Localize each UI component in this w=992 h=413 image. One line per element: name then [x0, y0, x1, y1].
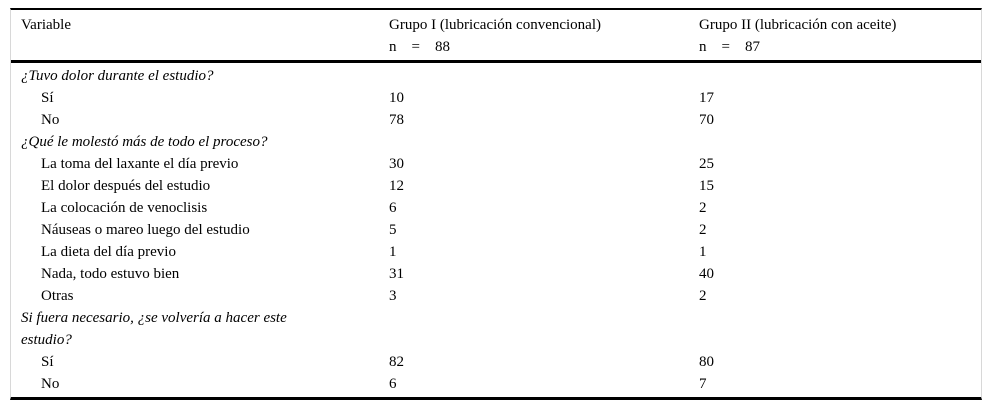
answer-row: No 78 70 — [11, 109, 981, 131]
group1-title: Grupo I (lubricación convencional) — [389, 17, 601, 33]
column-header-variable: Variable — [21, 17, 71, 33]
row-label: Nada, todo estuvo bien — [41, 266, 180, 282]
group1-n-label: n — [389, 39, 397, 55]
group1-value: 6 — [389, 200, 397, 216]
row-label: La toma del laxante el día previo — [41, 156, 239, 172]
row-label: ¿Tuvo dolor durante el estudio? — [21, 68, 214, 84]
group1-value: 6 — [389, 376, 397, 392]
group2-value: 1 — [699, 244, 707, 260]
row-label: El dolor después del estudio — [41, 178, 211, 194]
group2-value — [696, 65, 981, 87]
group2-value — [696, 307, 981, 351]
group1-value: 82 — [389, 354, 404, 370]
group2-value: 2 — [699, 288, 707, 304]
row-label: Sí — [41, 90, 54, 106]
group1-value: 1 — [389, 244, 397, 260]
group2-title: Grupo II (lubricación con aceite) — [699, 17, 897, 33]
group1-value — [386, 131, 696, 153]
group2-value: 2 — [699, 222, 707, 238]
row-label: Otras — [41, 288, 74, 304]
question-row: ¿Tuvo dolor durante el estudio? — [11, 65, 981, 87]
question-row: ¿Qué le molestó más de todo el proceso? — [11, 131, 981, 153]
group2-value: 25 — [699, 156, 714, 172]
answer-row: La toma del laxante el día previo 30 25 — [11, 153, 981, 175]
group2-sample-size: n = 87 — [699, 36, 981, 58]
group2-value: 2 — [699, 200, 707, 216]
group2-value: 80 — [699, 354, 714, 370]
answer-row: La dieta del día previo 1 1 — [11, 241, 981, 263]
group1-n-value: 88 — [434, 39, 450, 55]
group1-value: 30 — [389, 156, 404, 172]
group1-equals-sign: = — [411, 39, 420, 55]
group1-value — [386, 307, 696, 351]
group2-n-value: 87 — [744, 39, 760, 55]
group2-value — [696, 131, 981, 153]
answer-row: Otras 3 2 — [11, 285, 981, 307]
row-label: ¿Qué le molestó más de todo el proceso? — [21, 134, 268, 150]
answer-row: Nada, todo estuvo bien 31 40 — [11, 263, 981, 285]
answer-row: Sí 10 17 — [11, 87, 981, 109]
group2-value: 40 — [699, 266, 714, 282]
row-label: Si fuera necesario, ¿se volvería a hacer… — [21, 310, 287, 348]
group1-value: 3 — [389, 288, 397, 304]
results-table: Variable Grupo I (lubricación convencion… — [10, 8, 982, 400]
row-label: Náuseas o mareo luego del estudio — [41, 222, 250, 238]
column-header-group2: Grupo II (lubricación con aceite) n = 87 — [696, 14, 981, 58]
group2-value: 70 — [699, 112, 714, 128]
group1-value: 12 — [389, 178, 404, 194]
row-label: La dieta del día previo — [41, 244, 176, 260]
row-label: La colocación de venoclisis — [41, 200, 208, 216]
group2-equals-sign: = — [721, 39, 730, 55]
answer-row: La colocación de venoclisis 6 2 — [11, 197, 981, 219]
group1-value: 10 — [389, 90, 404, 106]
group2-n-label: n — [699, 39, 707, 55]
group1-sample-size: n = 88 — [389, 36, 696, 58]
row-label: No — [41, 112, 60, 128]
column-header-group1: Grupo I (lubricación convencional) n = 88 — [386, 14, 696, 58]
group2-value: 15 — [699, 178, 714, 194]
group1-value: 78 — [389, 112, 404, 128]
group2-value: 7 — [699, 376, 707, 392]
answer-row: Náuseas o mareo luego del estudio 5 2 — [11, 219, 981, 241]
group1-value — [386, 65, 696, 87]
answer-row: Sí 82 80 — [11, 351, 981, 373]
table-body: ¿Tuvo dolor durante el estudio? Sí 10 17 No 7… — [11, 63, 981, 397]
row-label: No — [41, 376, 60, 392]
group1-value: 31 — [389, 266, 404, 282]
group2-value: 17 — [699, 90, 714, 106]
answer-row: No 6 7 — [11, 373, 981, 395]
table-header-row: Variable Grupo I (lubricación convencion… — [11, 10, 981, 63]
question-row: Si fuera necesario, ¿se volvería a hacer… — [11, 307, 981, 351]
row-label: Sí — [41, 354, 54, 370]
group1-value: 5 — [389, 222, 397, 238]
answer-row: El dolor después del estudio 12 15 — [11, 175, 981, 197]
